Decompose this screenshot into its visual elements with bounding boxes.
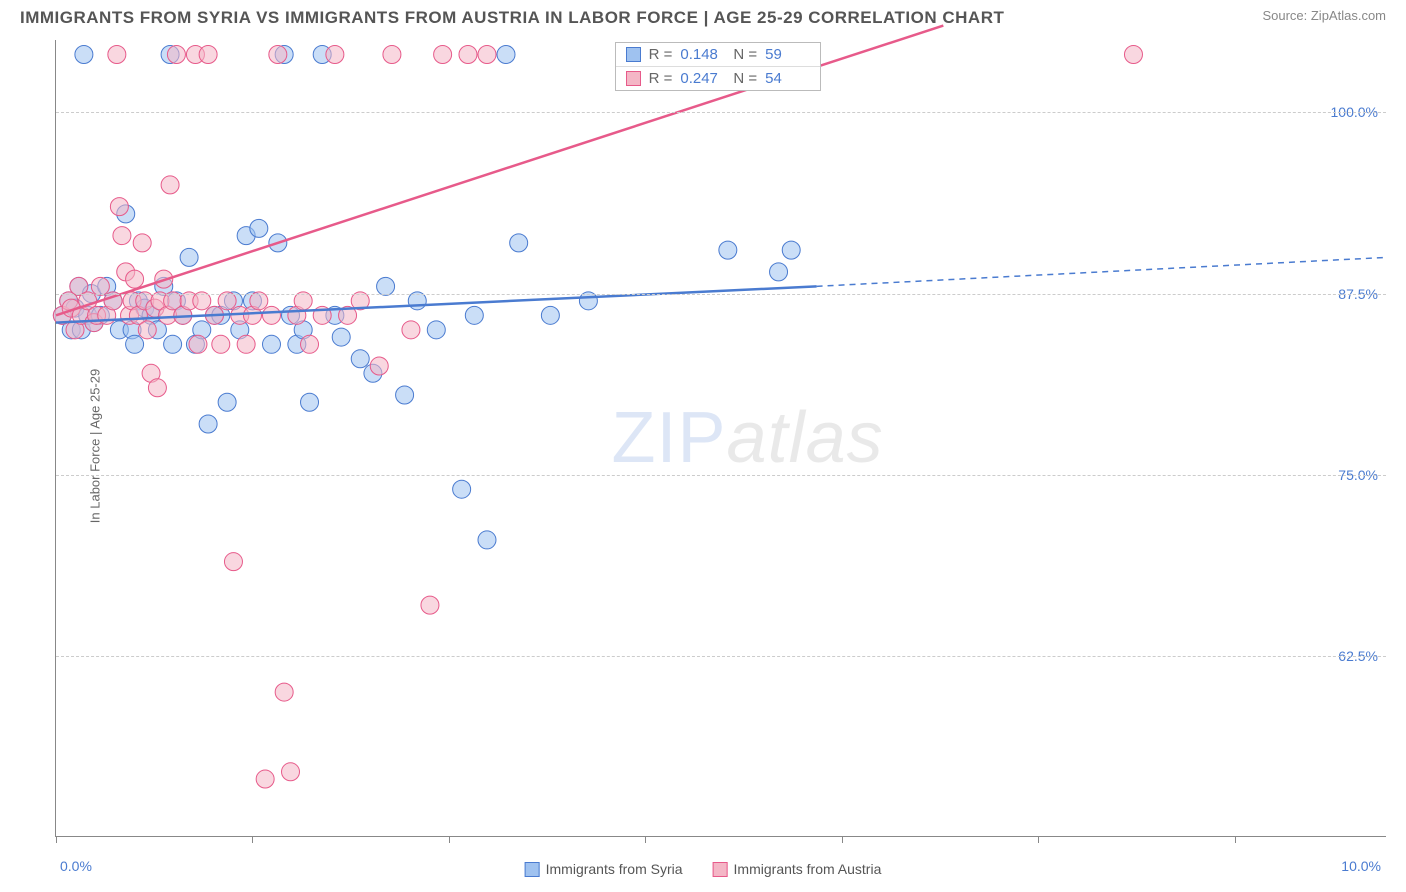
stats-row: R = 0.148 N = 59 <box>616 43 821 67</box>
data-point <box>782 241 800 259</box>
stats-row: R = 0.247 N = 54 <box>616 67 821 90</box>
x-tick <box>56 836 57 843</box>
legend-item: Immigrants from Austria <box>713 861 882 877</box>
x-tick <box>645 836 646 843</box>
data-point <box>497 45 515 63</box>
stats-box: R = 0.148 N = 59 R = 0.247 N = 54 <box>615 42 822 91</box>
data-point <box>396 386 414 404</box>
data-point <box>256 770 274 788</box>
chart-source: Source: ZipAtlas.com <box>1262 8 1386 23</box>
stats-n-value: 54 <box>765 70 810 87</box>
data-point <box>218 393 236 411</box>
data-point <box>402 321 420 339</box>
data-point <box>434 45 452 63</box>
data-point <box>212 335 230 353</box>
gridline-h <box>56 656 1386 657</box>
data-point <box>126 335 144 353</box>
data-point <box>262 306 280 324</box>
data-point <box>326 45 344 63</box>
data-point <box>75 45 93 63</box>
data-point <box>421 596 439 614</box>
x-tick <box>449 836 450 843</box>
gridline-h <box>56 294 1386 295</box>
data-point <box>199 45 217 63</box>
data-point <box>478 45 496 63</box>
data-point <box>199 415 217 433</box>
data-point <box>269 45 287 63</box>
data-point <box>332 328 350 346</box>
data-point <box>719 241 737 259</box>
data-point <box>250 219 268 237</box>
data-point <box>275 683 293 701</box>
legend: Immigrants from Syria Immigrants from Aus… <box>525 861 882 877</box>
stats-r-value: 0.247 <box>680 70 725 87</box>
stats-r-label: R = <box>649 46 673 63</box>
data-point <box>370 357 388 375</box>
data-point <box>383 45 401 63</box>
stats-n-value: 59 <box>765 46 810 63</box>
data-point <box>1124 45 1142 63</box>
stats-n-label: N = <box>733 46 757 63</box>
data-point <box>113 227 131 245</box>
data-point <box>351 350 369 368</box>
data-point <box>478 531 496 549</box>
x-tick <box>1038 836 1039 843</box>
data-point <box>465 306 483 324</box>
x-tick <box>252 836 253 843</box>
plot-area: ZIPatlas R =0.148N =59R =0.247N =54 62.5… <box>55 40 1386 837</box>
gridline-h <box>56 112 1386 113</box>
legend-swatch <box>713 862 728 877</box>
data-point <box>541 306 559 324</box>
data-point <box>510 234 528 252</box>
data-point <box>180 248 198 266</box>
data-point <box>189 335 207 353</box>
legend-item: Immigrants from Syria <box>525 861 683 877</box>
legend-label: Immigrants from Syria <box>546 861 683 877</box>
data-point <box>108 45 126 63</box>
stats-r-label: R = <box>649 70 673 87</box>
data-point <box>301 393 319 411</box>
data-point <box>301 335 319 353</box>
data-point <box>161 176 179 194</box>
data-point <box>167 45 185 63</box>
legend-label: Immigrants from Austria <box>734 861 882 877</box>
x-axis-min-label: 0.0% <box>60 858 92 874</box>
scatter-svg <box>56 40 1386 836</box>
data-point <box>427 321 445 339</box>
data-point <box>164 335 182 353</box>
trend-line-dashed <box>817 257 1387 286</box>
data-point <box>138 321 156 339</box>
gridline-h <box>56 475 1386 476</box>
data-point <box>453 480 471 498</box>
stats-swatch <box>626 71 641 86</box>
x-tick <box>842 836 843 843</box>
data-point <box>126 270 144 288</box>
chart-title: IMMIGRANTS FROM SYRIA VS IMMIGRANTS FROM… <box>20 8 1004 28</box>
legend-swatch <box>525 862 540 877</box>
data-point <box>770 263 788 281</box>
data-point <box>459 45 477 63</box>
data-point <box>224 553 242 571</box>
data-point <box>237 335 255 353</box>
x-axis-max-label: 10.0% <box>1341 858 1381 874</box>
stats-n-label: N = <box>733 70 757 87</box>
stats-r-value: 0.148 <box>680 46 725 63</box>
x-tick <box>1235 836 1236 843</box>
data-point <box>133 234 151 252</box>
data-point <box>110 198 128 216</box>
stats-swatch <box>626 47 641 62</box>
data-point <box>282 763 300 781</box>
data-point <box>262 335 280 353</box>
data-point <box>148 379 166 397</box>
